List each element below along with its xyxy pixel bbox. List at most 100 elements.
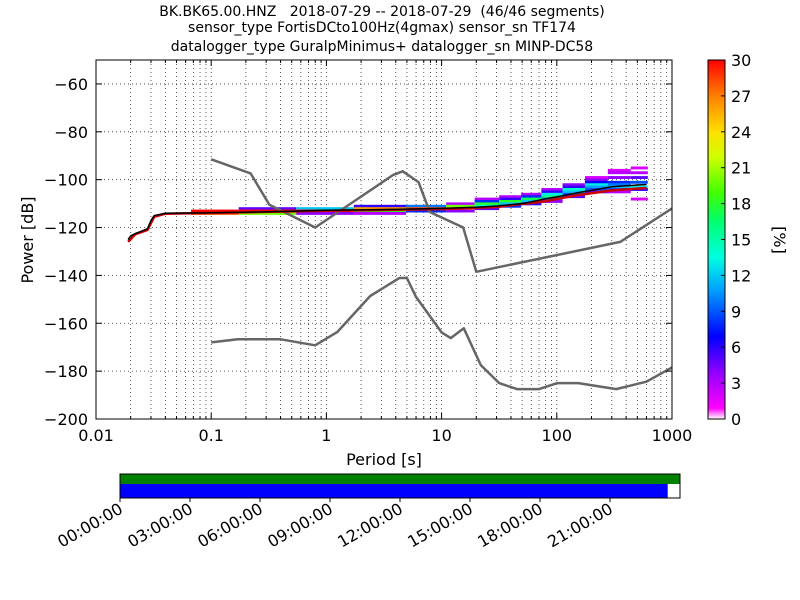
colorbar-tick-label: 6 bbox=[731, 338, 741, 357]
density-cell bbox=[607, 180, 631, 184]
x-axis-label: Period [s] bbox=[346, 450, 422, 469]
density-cell bbox=[446, 204, 475, 208]
colorbar-tick-label: 15 bbox=[731, 231, 751, 250]
y-tick-label: −80 bbox=[54, 123, 88, 142]
timeline-ticks: 00:00:0003:00:0006:00:0009:00:0012:00:00… bbox=[54, 498, 616, 551]
colorbar-tick-label: 0 bbox=[731, 410, 741, 429]
x-tick-label: 1 bbox=[321, 426, 331, 445]
density-cell bbox=[238, 211, 297, 215]
x-tick-label: 10 bbox=[431, 426, 451, 445]
y-tick-label: −60 bbox=[54, 75, 88, 94]
plot-frame bbox=[95, 59, 673, 420]
noise-models bbox=[210, 158, 672, 391]
y-tick-label: −180 bbox=[44, 362, 88, 381]
density-cell bbox=[562, 185, 585, 189]
density-cell bbox=[353, 207, 406, 211]
y-axis-label: Power [dB] bbox=[18, 196, 37, 283]
density-cell bbox=[630, 166, 648, 170]
density-cell bbox=[191, 209, 239, 213]
y-tick-label: −200 bbox=[44, 410, 88, 429]
colorbar-label: [%] bbox=[770, 226, 789, 254]
density-cell bbox=[562, 188, 585, 191]
density-cell bbox=[541, 188, 563, 191]
density-cell bbox=[562, 183, 585, 187]
colorbar-tick-label: 9 bbox=[731, 302, 741, 321]
timeline-tick-label: 12:00:00 bbox=[334, 499, 406, 551]
density-cell bbox=[630, 197, 648, 201]
x-tick-label: 0.1 bbox=[198, 426, 223, 445]
noise-model-nlnm bbox=[211, 276, 672, 391]
density-cell bbox=[474, 200, 500, 203]
density-cell bbox=[446, 202, 475, 206]
colorbar-tick-label: 12 bbox=[731, 266, 751, 285]
x-tick-label: 1000 bbox=[652, 426, 693, 445]
timeline-tick-label: 18:00:00 bbox=[474, 499, 546, 551]
density-cell bbox=[521, 192, 542, 196]
density-cell bbox=[607, 176, 631, 179]
density-cell bbox=[499, 197, 522, 201]
data-coverage-bar bbox=[120, 484, 668, 498]
density-cell bbox=[630, 171, 648, 175]
colorbar-tick-label: 3 bbox=[731, 374, 741, 393]
timeline-tick-label: 21:00:00 bbox=[544, 499, 616, 551]
y-tick-label: −120 bbox=[44, 219, 88, 238]
density-cell bbox=[584, 180, 608, 184]
statistic-lines bbox=[127, 183, 647, 243]
density-cell bbox=[607, 183, 631, 187]
density-cell bbox=[584, 176, 608, 179]
density-cell bbox=[499, 195, 522, 199]
density-cell bbox=[607, 190, 631, 194]
density-cell bbox=[584, 178, 608, 182]
density-cell bbox=[296, 211, 354, 215]
density-cell bbox=[607, 168, 631, 172]
density-cell bbox=[607, 171, 631, 175]
density-cell bbox=[296, 207, 354, 211]
timeline-tick-label: 09:00:00 bbox=[264, 499, 336, 551]
density-cell bbox=[474, 207, 500, 211]
title-line-2: sensor_type FortisDCto100Hz(4gmax) senso… bbox=[188, 20, 576, 36]
colorbar-tick-label: 24 bbox=[731, 123, 751, 142]
y-tick-label: −100 bbox=[44, 171, 88, 190]
density-cell bbox=[541, 190, 563, 194]
colorbar-tick-label: 18 bbox=[731, 195, 751, 214]
timeline-tick-label: 00:00:00 bbox=[54, 499, 126, 551]
density-cell bbox=[562, 190, 585, 194]
x-tick-label: 100 bbox=[542, 426, 573, 445]
density-cell bbox=[521, 195, 542, 199]
y-tick-label: −160 bbox=[44, 314, 88, 333]
density-cell bbox=[238, 207, 297, 211]
colorbar-tick-label: 21 bbox=[731, 159, 751, 178]
density-cell bbox=[446, 209, 475, 213]
timeline-tick-label: 06:00:00 bbox=[194, 499, 266, 551]
title-line-3: datalogger_type GuralpMinimus+ datalogge… bbox=[171, 39, 593, 55]
density-cell bbox=[405, 204, 447, 208]
noise-model-nhnm bbox=[210, 158, 672, 274]
density-cell bbox=[584, 185, 608, 189]
segment-coverage-bar bbox=[120, 474, 680, 484]
timeline-tick-label: 15:00:00 bbox=[404, 499, 476, 551]
colorbar-tick-label: 30 bbox=[731, 51, 751, 70]
density-cell bbox=[521, 197, 542, 201]
colorbar-tick-label: 27 bbox=[731, 87, 751, 106]
density-cell bbox=[630, 180, 648, 184]
density-cell bbox=[353, 204, 406, 208]
density-cell bbox=[630, 176, 648, 179]
density-cell bbox=[499, 200, 522, 203]
density-cell bbox=[541, 200, 563, 203]
plot-background bbox=[96, 60, 672, 419]
title-line-1: BK.BK65.00.HNZ 2018-07-29 -- 2018-07-29 … bbox=[159, 4, 605, 20]
density-cell bbox=[630, 185, 648, 189]
density-cell bbox=[541, 195, 563, 199]
density-cell bbox=[474, 202, 500, 206]
density-cell bbox=[584, 183, 608, 187]
density-cell bbox=[607, 185, 631, 189]
density-cell bbox=[499, 202, 522, 206]
median-line bbox=[127, 183, 647, 240]
density-cell bbox=[562, 192, 585, 196]
colorbar-ticks: 0 3 6 9 12 15 18 21 24 27 30 bbox=[721, 51, 751, 429]
timeline-tick-label: 03:00:00 bbox=[124, 499, 196, 551]
y-tick-label: −140 bbox=[44, 266, 88, 285]
density-cell bbox=[541, 192, 563, 196]
density-cell bbox=[474, 197, 500, 201]
